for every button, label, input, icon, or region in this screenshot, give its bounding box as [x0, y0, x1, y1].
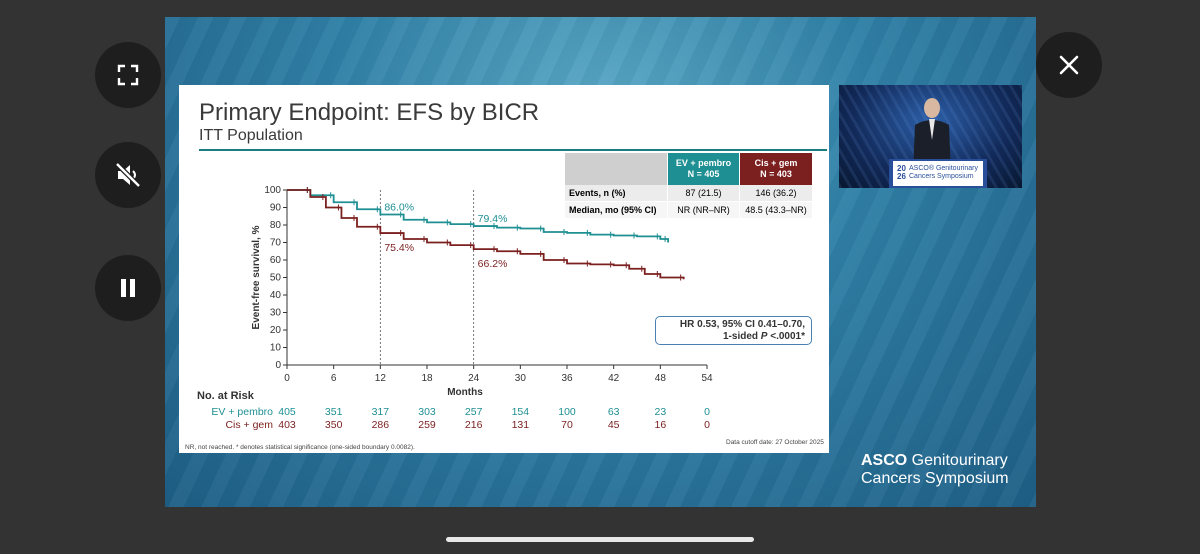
- speaker-muted-icon: [115, 162, 141, 188]
- risk-value: 45: [608, 419, 620, 431]
- y-tick-label: 90: [270, 203, 282, 214]
- video-banner-year-bottom: 26: [897, 172, 906, 181]
- survival-annotation: 79.4%: [478, 213, 508, 225]
- y-tick-label: 30: [270, 308, 282, 319]
- home-indicator[interactable]: [446, 537, 754, 542]
- y-tick-label: 20: [270, 325, 282, 336]
- logo-line2: Cancers Symposium: [861, 470, 1009, 487]
- table-row-label: Median, mo (95% CI): [565, 202, 667, 218]
- logo-line1: ASCO Genitourinary: [861, 452, 1009, 470]
- mute-button[interactable]: [95, 142, 161, 208]
- x-tick-label: 30: [515, 373, 527, 384]
- risk-value: 405: [278, 406, 296, 418]
- video-banner-line2: Cancers Symposium: [909, 173, 974, 180]
- risk-value: 100: [558, 406, 576, 418]
- speaker-figure: [889, 98, 987, 188]
- close-icon: [1059, 55, 1079, 75]
- close-button[interactable]: [1036, 32, 1102, 98]
- x-tick-label: 12: [375, 373, 387, 384]
- survival-annotation: 66.2%: [478, 258, 508, 270]
- x-tick-label: 24: [468, 373, 480, 384]
- risk-value: 63: [608, 406, 620, 418]
- slide-title: Primary Endpoint: EFS by BICR: [199, 99, 540, 126]
- risk-value: 350: [325, 419, 343, 431]
- hazard-ratio-box: HR 0.53, 95% CI 0.41–0.70, 1-sided P <.0…: [655, 316, 812, 345]
- table-header-cis-label: Cis + gem N = 403: [754, 158, 798, 179]
- risk-value: 303: [418, 406, 436, 418]
- fullscreen-icon: [117, 64, 139, 86]
- y-axis-label: Event-free survival, %: [251, 225, 262, 329]
- y-tick-label: 70: [270, 238, 282, 249]
- risk-value: 0: [704, 406, 710, 418]
- series-line: [287, 189, 685, 280]
- risk-value: 317: [372, 406, 390, 418]
- x-tick-label: 54: [701, 373, 713, 384]
- risk-value: 257: [465, 406, 483, 418]
- risk-value: 0: [704, 419, 710, 431]
- risk-value: 216: [465, 419, 483, 431]
- table-cell: NR (NR–NR): [668, 202, 739, 218]
- x-tick-label: 18: [421, 373, 433, 384]
- slide-subtitle: ITT Population: [199, 127, 303, 144]
- risk-value: 16: [654, 419, 666, 431]
- video-banner-line1: ASCO® Genitourinary: [909, 165, 978, 172]
- x-tick-label: 48: [655, 373, 667, 384]
- asco-logo: ASCO Genitourinary Cancers Symposium: [861, 452, 1009, 488]
- risk-value: 259: [418, 419, 436, 431]
- table-header-cis: Cis + gem N = 403: [740, 153, 812, 185]
- risk-value: 286: [372, 419, 390, 431]
- y-tick-label: 10: [270, 343, 282, 354]
- table-header-ev-label: EV + pembro N = 405: [675, 158, 732, 179]
- survival-annotation: 75.4%: [384, 242, 414, 254]
- x-axis-label: Months: [447, 387, 483, 398]
- fullscreen-button[interactable]: [95, 42, 161, 108]
- table-cell: 146 (36.2): [740, 185, 812, 201]
- y-tick-label: 0: [275, 360, 281, 371]
- x-tick-label: 0: [284, 373, 290, 384]
- hr-line2: 1-sided P <.0001*: [656, 331, 805, 343]
- x-tick-label: 42: [608, 373, 620, 384]
- risk-value: 351: [325, 406, 343, 418]
- pause-icon: [121, 279, 135, 297]
- risk-title: No. at Risk: [197, 390, 254, 402]
- y-tick-label: 60: [270, 255, 282, 266]
- y-tick-label: 80: [270, 220, 282, 231]
- x-tick-label: 6: [331, 373, 337, 384]
- table-header-ev: EV + pembro N = 405: [668, 153, 739, 185]
- title-rule: [199, 149, 827, 151]
- risk-value: 403: [278, 419, 296, 431]
- cutoff-date: Data cutoff date: 27 October 2025: [726, 439, 824, 446]
- video-banner-year-top: 20: [897, 164, 906, 173]
- table-cell: 87 (21.5): [668, 185, 739, 201]
- pause-button[interactable]: [95, 255, 161, 321]
- y-tick-label: 40: [270, 290, 282, 301]
- series-line: [287, 189, 670, 243]
- risk-row-label: EV + pembro: [211, 406, 273, 418]
- y-tick-label: 50: [270, 273, 282, 284]
- table-corner: [565, 153, 667, 185]
- video-banner-year: 20 26: [897, 165, 906, 181]
- risk-value: 154: [512, 406, 530, 418]
- hr-line1: HR 0.53, 95% CI 0.41–0.70,: [679, 319, 805, 330]
- risk-value: 23: [654, 406, 666, 418]
- risk-row-label: Cis + gem: [225, 419, 273, 431]
- video-banner-text: ASCO® Genitourinary Cancers Symposium: [909, 165, 978, 181]
- speaker-video: 20 26 ASCO® Genitourinary Cancers Symposiu…: [839, 85, 1022, 188]
- table-row-label: Events, n (%): [565, 185, 667, 201]
- y-tick-label: 100: [264, 185, 281, 196]
- x-tick-label: 36: [561, 373, 573, 384]
- logo-line1-rest: Genitourinary: [907, 452, 1008, 469]
- logo-bold: ASCO: [861, 452, 908, 469]
- footnote: NR, not reached. * denotes statistical s…: [185, 444, 415, 451]
- survival-annotation: 86.0%: [384, 202, 414, 214]
- risk-value: 131: [512, 419, 530, 431]
- hr-line2-pre: 1-sided: [722, 331, 761, 342]
- hr-p-symbol: P: [760, 331, 768, 342]
- risk-value: 70: [561, 419, 573, 431]
- table-cell: 48.5 (43.3–NR): [740, 202, 812, 218]
- hr-line2-post: <.0001*: [767, 331, 805, 342]
- slide: Primary Endpoint: EFS by BICR ITT Popula…: [179, 85, 829, 453]
